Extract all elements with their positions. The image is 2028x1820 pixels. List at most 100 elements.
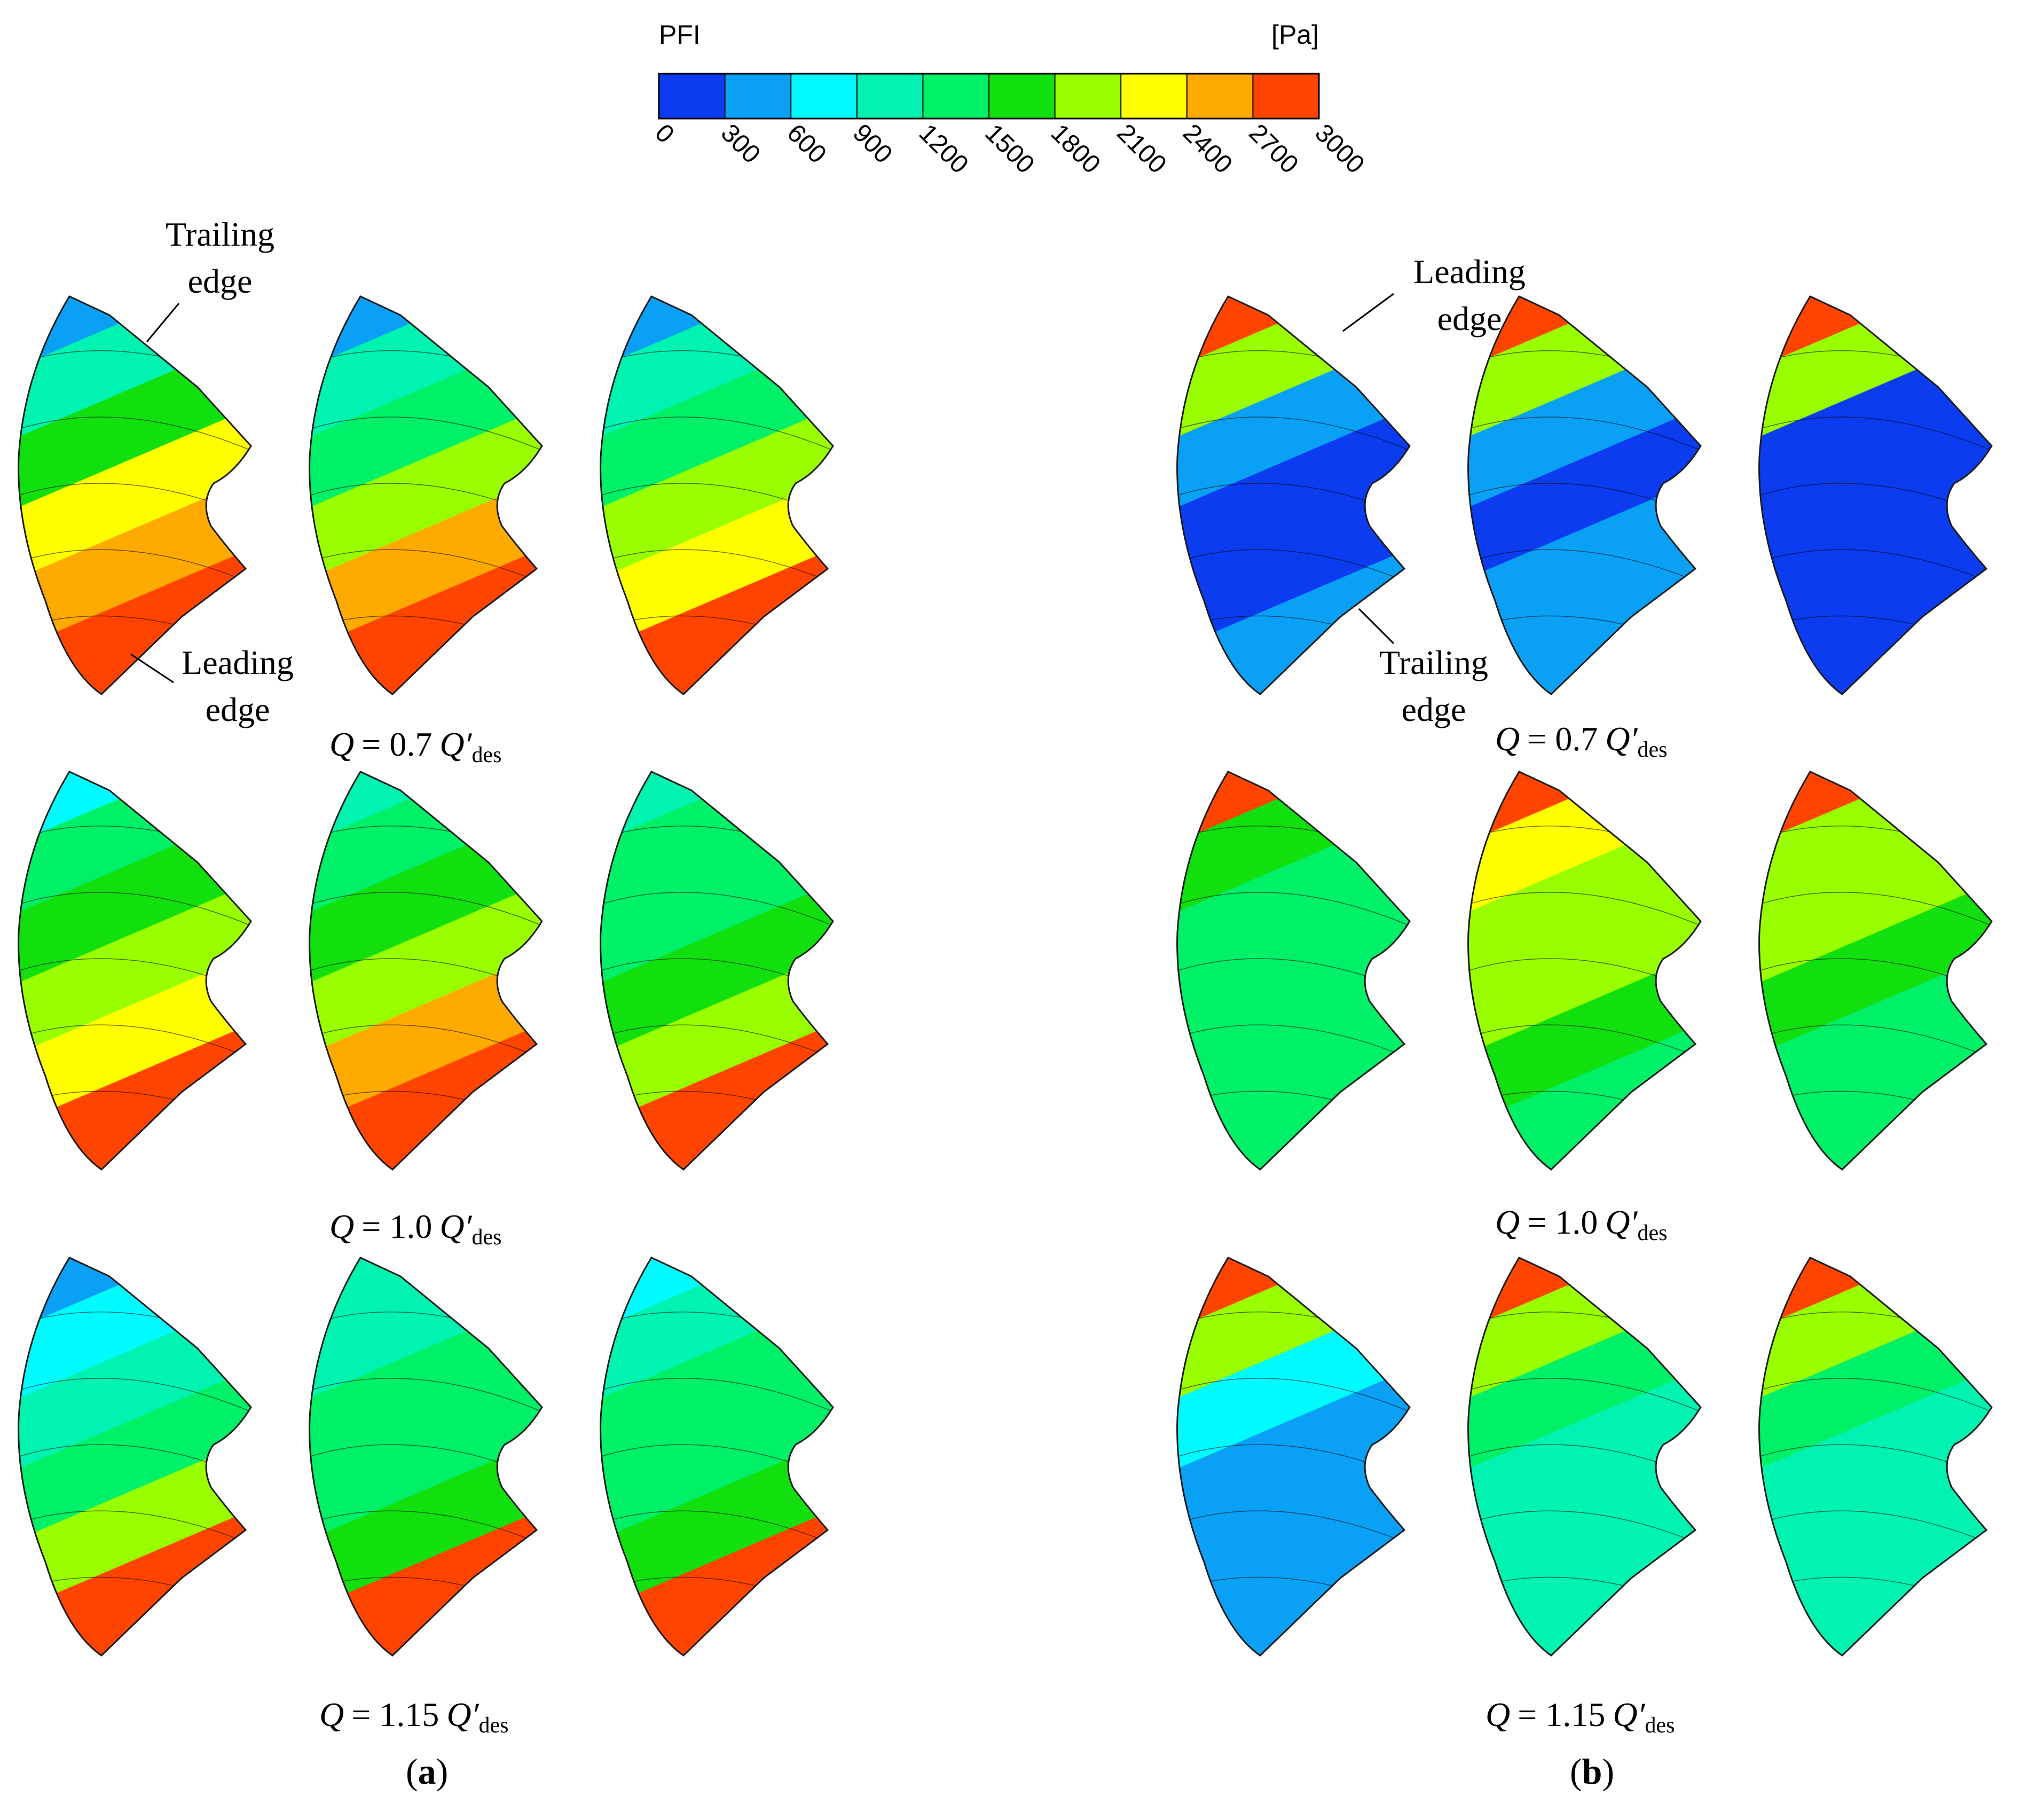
contour-isoline	[1468, 417, 1701, 451]
contour-isoline	[1759, 1510, 1992, 1545]
contour-isoline	[1468, 1378, 1701, 1413]
flow-rate-label-a-2: Q = 1.0 Q′des	[329, 1207, 502, 1250]
colorbar-swatch	[1055, 74, 1121, 119]
colorbar-tick-label: 900	[847, 119, 898, 169]
blade-a-row2-col3	[600, 771, 834, 1171]
contour-isoline	[309, 1024, 542, 1059]
blade-surface	[1758, 771, 1993, 1171]
blade-b-row2-col1	[1176, 771, 1411, 1171]
contour-isoline	[1177, 1378, 1410, 1413]
colorbar-tick-label: 3000	[1309, 119, 1370, 179]
flow-rate-label-b-2: Q = 1.0 Q′des	[1495, 1203, 1668, 1245]
trailing-edge-leader-a	[146, 303, 180, 342]
panel-b-row-labels: Q = 0.7 Q′des Q = 1.0 Q′des Q = 1.15 Q′des (b)	[1485, 720, 1675, 1792]
leading-edge-label-a-line2: edge	[206, 691, 270, 728]
colorbar-swatch	[1186, 74, 1253, 119]
contour-isoline	[1468, 1510, 1701, 1545]
trailing-edge-label-b-line2: edge	[1402, 691, 1466, 728]
blade-surface	[1176, 295, 1411, 695]
colorbar-swatch	[1253, 74, 1319, 119]
blade-surface	[1758, 1257, 1993, 1657]
contour-isoline	[18, 417, 251, 451]
contour-isoline	[600, 1378, 833, 1413]
panel-b-annotations: Leading edge Trailing edge	[1342, 253, 1526, 728]
colorbar-swatch	[725, 74, 791, 119]
blade-surface	[309, 295, 543, 695]
blade-b-row2-col3	[1758, 771, 1993, 1171]
flow-rate-label-b-1: Q = 0.7 Q′des	[1495, 720, 1668, 762]
flow-rate-label-b-3: Q = 1.15 Q′des	[1485, 1696, 1675, 1738]
blade-surface	[1467, 295, 1702, 695]
contour-isoline	[1759, 417, 1992, 451]
panel-a-row-labels: Q = 0.7 Q′des Q = 1.0 Q′des Q = 1.15 Q′des (a)	[319, 725, 509, 1792]
blade-surface	[18, 771, 252, 1171]
colorbar-title: PFI	[659, 20, 701, 50]
colorbar-tick-label: 1800	[1046, 119, 1106, 179]
contour-isoline	[1177, 1510, 1410, 1545]
trailing-edge-leader-b	[1358, 608, 1395, 645]
panel-label-b: (b)	[1570, 1751, 1614, 1792]
blade-a-row3-col3	[600, 1257, 834, 1657]
contour-isoline	[309, 1510, 542, 1545]
colorbar-tick-label: 1200	[914, 119, 974, 179]
blade-a-row3-col2	[309, 1257, 543, 1657]
blade-surface	[600, 771, 834, 1171]
blade-b-row3-col3	[1758, 1257, 1993, 1657]
contour-isoline	[1468, 549, 1701, 584]
flow-rate-label-a-3: Q = 1.15 Q′des	[319, 1696, 509, 1738]
contour-isoline	[1177, 1024, 1410, 1059]
trailing-edge-label-a: Trailing	[166, 215, 274, 253]
colorbar-swatch	[856, 74, 923, 119]
contour-isoline	[1177, 417, 1410, 451]
contour-isoline	[18, 549, 251, 584]
colorbar-tick-label: 2100	[1111, 119, 1172, 179]
blade-b-row1-col1	[1176, 295, 1411, 695]
panel-a-annotations: Trailing edge Leading edge	[130, 215, 294, 728]
leading-edge-leader-a	[130, 653, 174, 684]
blade-contours	[18, 295, 1993, 1657]
colorbar-tick-label: 600	[781, 119, 831, 169]
blade-b-row3-col1	[1176, 1257, 1411, 1657]
contour-isoline	[600, 1024, 833, 1059]
contour-isoline	[1468, 892, 1701, 927]
colorbar-swatch	[1121, 74, 1188, 119]
blade-b-row1-col2	[1467, 295, 1702, 695]
colorbar-tick-label: 1500	[979, 119, 1040, 179]
contour-isoline	[1177, 549, 1410, 584]
contour-isoline	[1759, 892, 1992, 927]
blade-a-row2-col1	[18, 771, 252, 1171]
colorbar-swatch	[989, 74, 1056, 119]
contour-isoline	[309, 1378, 542, 1413]
blade-surface	[600, 295, 834, 695]
contour-isoline	[18, 1024, 251, 1059]
contour-isoline	[1759, 1024, 1992, 1059]
leading-edge-label-a: Leading	[182, 644, 294, 681]
trailing-edge-label-a-line2: edge	[188, 262, 253, 300]
blade-surface	[18, 295, 252, 695]
contour-isoline	[600, 892, 833, 927]
blade-surface	[309, 1257, 543, 1657]
contour-isoline	[1468, 1024, 1701, 1059]
contour-isoline	[309, 549, 542, 584]
colorbar-unit: [Pa]	[1271, 20, 1319, 50]
colorbar-swatch	[923, 74, 989, 119]
leading-edge-leader-b	[1342, 293, 1394, 332]
blade-a-row1-col2	[309, 295, 543, 695]
contour-isoline	[18, 892, 251, 927]
blade-a-row2-col2	[309, 771, 543, 1171]
blade-b-row3-col2	[1467, 1257, 1702, 1657]
blade-surface	[1176, 1257, 1411, 1657]
colorbar-swatches	[659, 74, 1319, 119]
blade-surface	[18, 1257, 252, 1657]
blade-surface	[1467, 1257, 1702, 1657]
contour-isoline	[18, 1510, 251, 1545]
colorbar-tick-label: 300	[716, 119, 766, 169]
flow-rate-label-a-1: Q = 0.7 Q′des	[329, 725, 502, 767]
contour-isoline	[309, 892, 542, 927]
blade-surface	[600, 1257, 834, 1657]
panel-label-a: (a)	[406, 1751, 448, 1792]
colorbar-tick-label: 2400	[1177, 119, 1238, 179]
blade-a-row3-col1	[18, 1257, 252, 1657]
contour-isoline	[1177, 892, 1410, 927]
